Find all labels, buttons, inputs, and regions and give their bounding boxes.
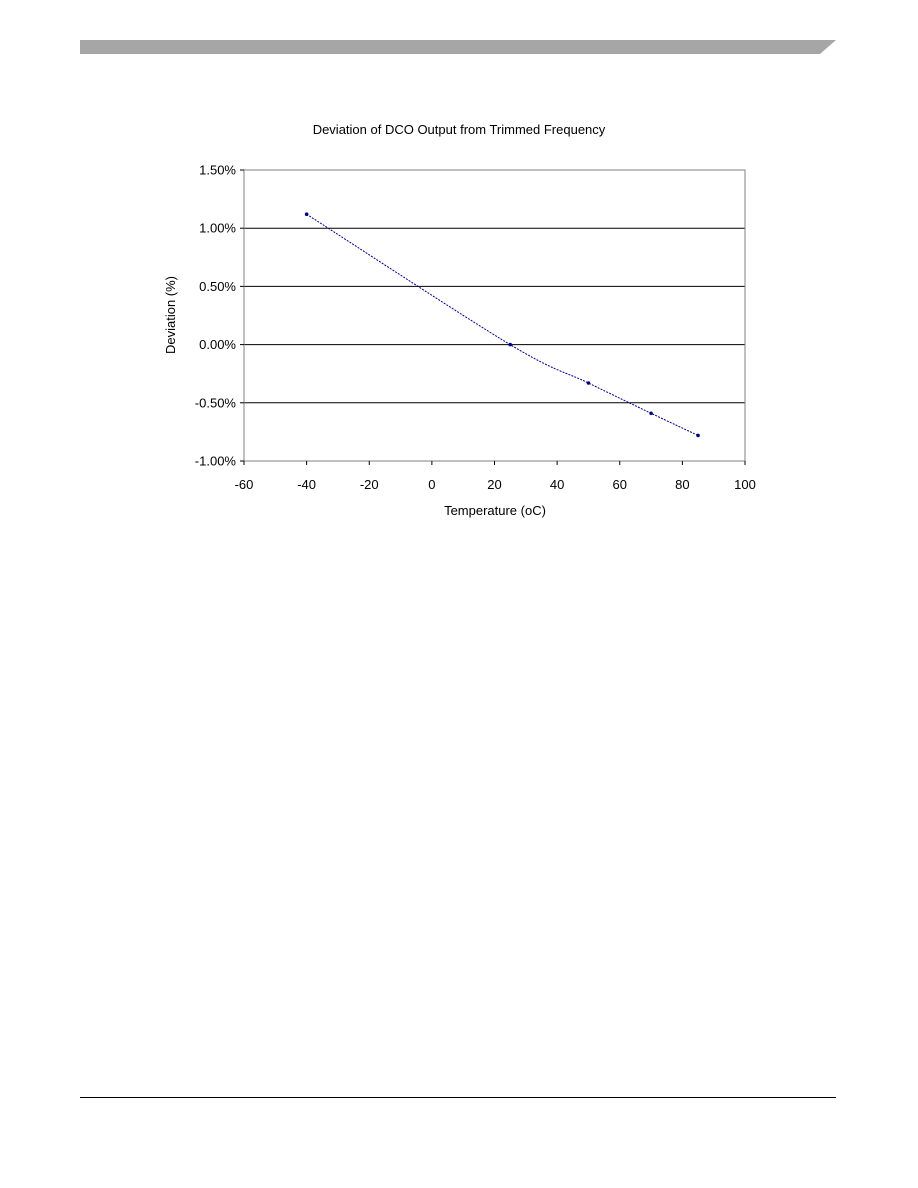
data-point (508, 342, 512, 347)
footer-rule (80, 1097, 836, 1098)
x-tick-label: 80 (675, 477, 689, 492)
y-tick-label: 0.00% (199, 337, 236, 352)
y-axis-ticks: -1.00% -0.50% 0.00% 0.50% 1.00% 1.50% (195, 163, 244, 469)
x-tick-label: 40 (550, 477, 564, 492)
chart-svg: Deviation of DCO Output from Trimmed Fre… (163, 122, 756, 518)
y-axis-label: Deviation (%) (163, 276, 178, 354)
data-point (586, 381, 591, 385)
page-header-bar (80, 40, 836, 54)
header-bar-shape (80, 40, 836, 54)
data-points (304, 212, 700, 438)
y-tick-label: 1.50% (199, 163, 236, 178)
series-line (306, 213, 699, 436)
plot-area-border (243, 169, 746, 462)
x-tick-label: -20 (360, 477, 379, 492)
x-axis-ticks: -60 -40 -20 0 20 40 60 80 100 (235, 461, 756, 492)
data-point (696, 433, 700, 438)
x-tick-label: 60 (613, 477, 627, 492)
chart-title: Deviation of DCO Output from Trimmed Fre… (313, 122, 606, 137)
x-tick-label: -40 (297, 477, 316, 492)
chart-container: Deviation of DCO Output from Trimmed Fre… (140, 110, 780, 540)
x-tick-label: -60 (235, 477, 254, 492)
x-tick-label: 0 (428, 477, 435, 492)
x-axis-label: Temperature (oC) (444, 503, 546, 518)
y-tick-label: -0.50% (195, 395, 237, 410)
gridlines (244, 227, 745, 404)
y-tick-label: 0.50% (199, 279, 236, 294)
x-tick-label: 20 (487, 477, 501, 492)
y-tick-label: -1.00% (195, 454, 237, 469)
data-point (649, 411, 653, 416)
data-point (304, 212, 309, 217)
x-tick-label: 100 (734, 477, 756, 492)
y-tick-label: 1.00% (199, 221, 236, 236)
